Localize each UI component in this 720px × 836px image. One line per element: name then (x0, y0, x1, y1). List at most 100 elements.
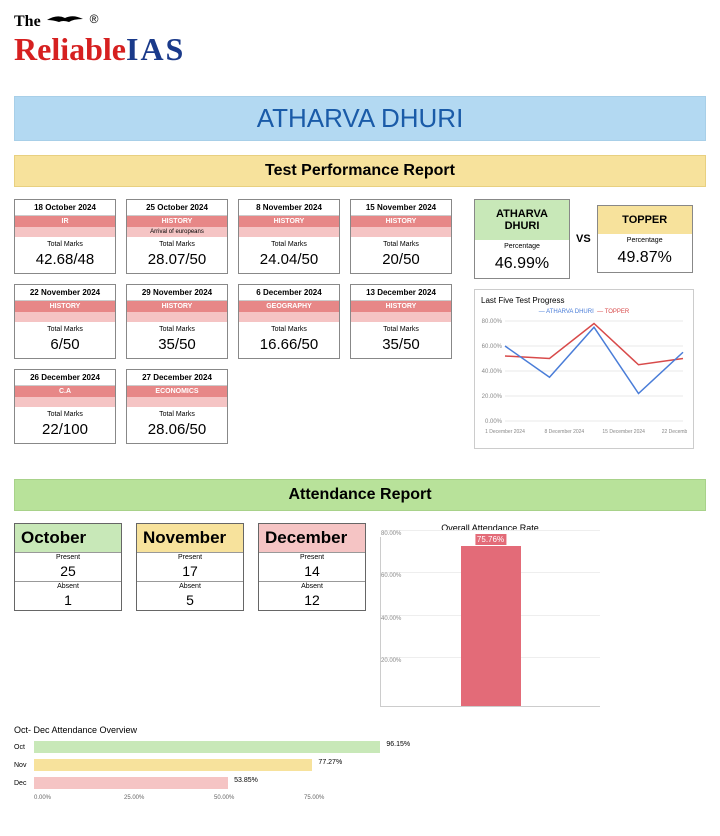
present-label: Present (15, 552, 121, 562)
hbar-label: Oct (14, 744, 34, 751)
eagle-icon (45, 12, 85, 31)
test-score: 20/50 (351, 249, 451, 273)
test-date: 29 November 2024 (127, 285, 227, 301)
absent-label: Absent (259, 581, 365, 591)
test-performance-heading: Test Performance Report (14, 155, 706, 187)
hbar-axis-tick: 0.00% (34, 795, 124, 801)
svg-text:40.00%: 40.00% (482, 369, 503, 375)
test-date: 27 December 2024 (127, 370, 227, 386)
test-card: 15 November 2024HISTORY Total Marks20/50 (350, 199, 452, 274)
registered-icon: ® (90, 12, 99, 26)
test-subject: ECONOMICS (127, 386, 227, 397)
total-marks-label: Total Marks (239, 322, 339, 334)
test-subtitle (15, 397, 115, 407)
attendance-cards: OctoberPresent25Absent1NovemberPresent17… (14, 523, 366, 611)
hbar-row: Oct96.15% (14, 741, 394, 753)
vs-student-name: ATHARVA DHURI (475, 200, 569, 240)
hbar-axis-tick: 50.00% (214, 795, 304, 801)
overall-attendance-chart: Overall Attendance Rate 20.00%40.00%60.0… (380, 523, 600, 707)
hbar-pct: 53.85% (234, 777, 258, 784)
attendance-card: NovemberPresent17Absent5 (136, 523, 244, 611)
test-card: 13 December 2024HISTORY Total Marks35/50 (350, 284, 452, 359)
svg-text:1 December 2024: 1 December 2024 (485, 429, 525, 435)
test-card-grid: 18 October 2024IR Total Marks42.68/4825 … (14, 199, 464, 444)
vs-topper-name: TOPPER (598, 206, 692, 234)
svg-text:22 December 2024: 22 December 2024 (662, 429, 687, 435)
hbar-label: Nov (14, 762, 34, 769)
hbar-track: 77.27% (34, 759, 394, 771)
test-subject: C.A (15, 386, 115, 397)
svg-text:20.00%: 20.00% (482, 394, 503, 400)
test-subtitle: Arrival of europeans (127, 227, 227, 237)
test-date: 25 October 2024 (127, 200, 227, 216)
logo-reliable: Reliable (14, 31, 126, 67)
test-subtitle (127, 312, 227, 322)
overall-chart-body: 20.00%40.00%60.00%80.00%75.76% (380, 537, 600, 707)
present-label: Present (137, 552, 243, 562)
absent-label: Absent (137, 581, 243, 591)
test-card: 18 October 2024IR Total Marks42.68/48 (14, 199, 116, 274)
vs-topper-card: TOPPER Percentage 49.87% (597, 205, 693, 273)
hbar-fill: 77.27% (34, 759, 312, 771)
hbar-title: Oct- Dec Attendance Overview (14, 725, 394, 735)
test-card: 29 November 2024HISTORY Total Marks35/50 (126, 284, 228, 359)
svg-text:8 December 2024: 8 December 2024 (544, 429, 584, 435)
hbar-row: Nov77.27% (14, 759, 394, 771)
absent-value: 1 (15, 591, 121, 610)
present-value: 17 (137, 562, 243, 581)
test-subtitle (127, 397, 227, 407)
test-date: 6 December 2024 (239, 285, 339, 301)
logo-main: ReliableIAS (14, 31, 706, 68)
attendance-month: November (137, 524, 243, 552)
hbar-axis: 0.00%25.00%50.00%75.00% (34, 795, 394, 801)
test-date: 8 November 2024 (239, 200, 339, 216)
logo-ias: IAS (126, 31, 185, 67)
student-name-banner: ATHARVA DHURI (14, 96, 706, 141)
test-card: 25 October 2024HISTORYArrival of europea… (126, 199, 228, 274)
attendance-heading: Attendance Report (14, 479, 706, 511)
hbar-axis-tick: 25.00% (124, 795, 214, 801)
test-subtitle (351, 227, 451, 237)
test-subject: HISTORY (239, 216, 339, 227)
test-score: 6/50 (15, 334, 115, 358)
test-subject: HISTORY (127, 301, 227, 312)
test-subtitle (239, 227, 339, 237)
test-subject: IR (15, 216, 115, 227)
test-date: 18 October 2024 (15, 200, 115, 216)
test-subject: GEOGRAPHY (239, 301, 339, 312)
attendance-overview-chart: Oct- Dec Attendance Overview Oct96.15% No… (14, 725, 394, 801)
vs-student-card: ATHARVA DHURI Percentage 46.99% (474, 199, 570, 279)
hbar-track: 53.85% (34, 777, 394, 789)
test-subject: HISTORY (127, 216, 227, 227)
test-subtitle (351, 312, 451, 322)
svg-text:15 December 2024: 15 December 2024 (602, 429, 645, 435)
test-card: 26 December 2024C.A Total Marks22/100 (14, 369, 116, 444)
total-marks-label: Total Marks (127, 322, 227, 334)
total-marks-label: Total Marks (15, 407, 115, 419)
hbar-axis-tick: 75.00% (304, 795, 394, 801)
test-card: 27 December 2024ECONOMICS Total Marks28.… (126, 369, 228, 444)
test-subtitle (15, 312, 115, 322)
line-chart-svg: 0.00%20.00%40.00%60.00%80.00%1 December … (481, 317, 687, 437)
test-score: 22/100 (15, 419, 115, 443)
logo-the: The (14, 13, 41, 30)
total-marks-label: Total Marks (15, 322, 115, 334)
overall-bar-label: 75.76% (475, 534, 506, 545)
test-card: 6 December 2024GEOGRAPHY Total Marks16.6… (238, 284, 340, 359)
test-score: 42.68/48 (15, 249, 115, 273)
present-value: 25 (15, 562, 121, 581)
line-chart-title: Last Five Test Progress (481, 296, 687, 305)
test-subject: HISTORY (351, 301, 451, 312)
test-card: 8 November 2024HISTORY Total Marks24.04/… (238, 199, 340, 274)
hbar-row: Dec53.85% (14, 777, 394, 789)
test-score: 28.07/50 (127, 249, 227, 273)
absent-value: 5 (137, 591, 243, 610)
test-card: 22 November 2024HISTORY Total Marks6/50 (14, 284, 116, 359)
logo-block: The ® ReliableIAS (14, 12, 706, 68)
svg-text:0.00%: 0.00% (485, 419, 503, 425)
hbar-track: 96.15% (34, 741, 394, 753)
test-subject: HISTORY (351, 216, 451, 227)
attendance-month: October (15, 524, 121, 552)
test-subtitle (239, 312, 339, 322)
vs-topper-pct: 49.87% (598, 247, 692, 272)
